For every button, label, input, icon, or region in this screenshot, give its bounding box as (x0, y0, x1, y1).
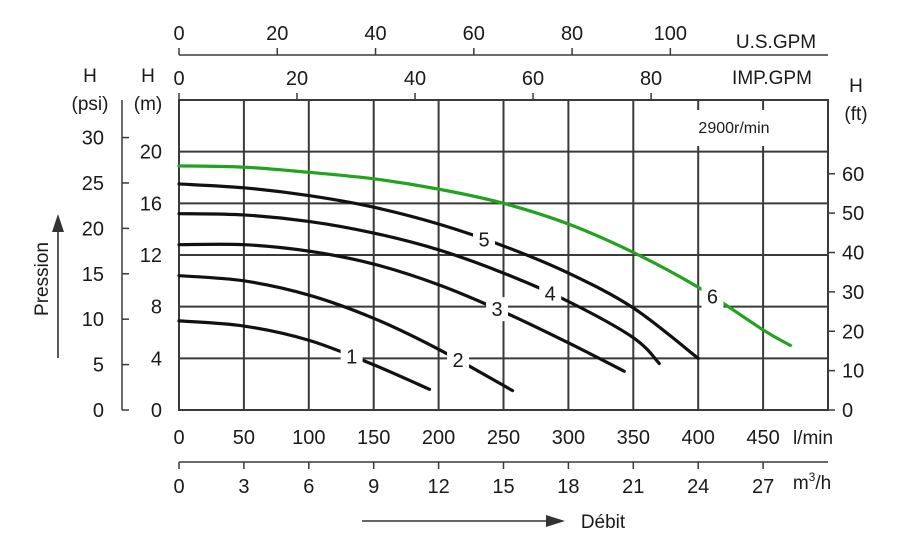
speed-label: 2900r/min (698, 120, 769, 137)
curve-3-label-bg (486, 297, 509, 322)
psi-axis-title-bottom: (psi) (72, 94, 109, 115)
x-m3h-tick-label: 0 (173, 476, 184, 498)
x-lmin-tick-label: 300 (552, 427, 585, 449)
x-impgpm-tick-label: 0 (173, 68, 184, 90)
x-lmin-tick-label: 250 (487, 427, 520, 449)
y-psi-tick-label: 5 (93, 355, 104, 377)
m-axis-title-top: H (141, 66, 155, 87)
curve-series-layer: 1 2 3 4 5 6 (177, 164, 792, 393)
y-psi-tick-label: 15 (82, 264, 104, 286)
pression-indicator: Pression (32, 214, 64, 358)
lmin-axis-unit: l/min (793, 428, 833, 449)
x-lmin-tick-label: 150 (357, 427, 390, 449)
debit-indicator: Débit (362, 512, 626, 533)
impgpm-axis-unit: IMP.GPM (732, 68, 812, 89)
curve-6-label: 6 (707, 287, 718, 309)
y-m-tick-label: 20 (140, 142, 162, 164)
ft-axis-title-bottom: (ft) (844, 104, 867, 125)
x-m3h-tick-label: 12 (427, 476, 449, 498)
y-m-tick-label: 8 (151, 297, 162, 319)
x-usgpm-tick-label: 20 (266, 23, 288, 45)
x-usgpm-tick-label: 80 (561, 23, 583, 45)
m3h-axis-unit: m3/h (793, 470, 831, 494)
usgpm-axis-unit: U.S.GPM (736, 32, 816, 53)
curve-1-label: 1 (346, 346, 357, 368)
chart-grid (178, 99, 829, 411)
x-usgpm-tick-label: 100 (654, 23, 687, 45)
m3h-unit-base: m (793, 473, 809, 494)
curve-3 (177, 242, 626, 373)
curve-5-label-bg (473, 227, 496, 252)
y-ft-tick-label: 40 (842, 243, 864, 265)
y-ft-tick-label: 0 (842, 400, 853, 422)
x-lmin-tick-label: 200 (422, 427, 455, 449)
x-lmin-tick-label: 350 (617, 427, 650, 449)
speed-box: 2900r/min (665, 110, 825, 146)
y-psi-tick-label: 20 (82, 218, 104, 240)
x-lmin-tick-label: 450 (746, 427, 779, 449)
x-m3h-tick-label: 3 (238, 476, 249, 498)
speed-box-background (665, 110, 825, 146)
curve-1-label-bg (340, 344, 363, 369)
y-ft-tick-label: 10 (842, 361, 864, 383)
ft-axis-title-top: H (849, 76, 863, 97)
x-m3h-tick-label: 9 (368, 476, 379, 498)
x-usgpm-tick-label: 40 (364, 23, 386, 45)
m3h-unit-sup: 3 (809, 470, 816, 484)
x-m3h-tick-label: 27 (752, 476, 774, 498)
y-psi-tick-label: 10 (82, 309, 104, 331)
x-lmin-tick-label: 0 (173, 427, 184, 449)
x-usgpm-tick-label: 60 (463, 23, 485, 45)
y-ft-tick-label: 50 (842, 203, 864, 225)
x-impgpm-tick-label: 80 (640, 68, 662, 90)
curve-2-label: 2 (453, 350, 464, 372)
curve-5 (177, 182, 700, 360)
x-lmin-tick-label: 100 (292, 427, 325, 449)
x-m3h-tick-label: 24 (687, 476, 709, 498)
x-lmin-tick-label: 50 (233, 427, 255, 449)
pression-label: Pression (32, 242, 53, 316)
x-impgpm-tick-label: 40 (404, 68, 426, 90)
x-m3h-tick-label: 18 (557, 476, 579, 498)
y-psi-tick-label: 0 (93, 400, 104, 422)
x-usgpm-tick-label: 0 (173, 23, 184, 45)
x-m3h-tick-label: 6 (303, 476, 314, 498)
curve-1 (177, 319, 432, 391)
y-m-tick-label: 16 (140, 193, 162, 215)
x-impgpm-tick-label: 20 (286, 68, 308, 90)
y-ft-tick-label: 20 (842, 321, 864, 343)
debit-label: Débit (581, 512, 626, 533)
debit-arrow-head (546, 515, 565, 527)
pression-arrow-head (52, 214, 64, 232)
x-impgpm-tick-label: 60 (522, 68, 544, 90)
x-m3h-tick-label: 21 (622, 476, 644, 498)
curve-5-label: 5 (478, 229, 489, 251)
y-psi-tick-label: 25 (82, 173, 104, 195)
y-psi-tick-label: 30 (82, 128, 104, 150)
curve-4-label-bg (539, 281, 562, 306)
y-m-tick-label: 4 (151, 348, 162, 370)
m-axis-title-bottom: (m) (134, 94, 162, 115)
curve-6-label-bg (701, 284, 724, 309)
psi-axis-title-top: H (83, 66, 97, 87)
curve-3-label: 3 (491, 299, 502, 321)
curve-4 (177, 212, 661, 366)
y-m-tick-label: 0 (151, 400, 162, 422)
x-m3h-tick-label: 15 (492, 476, 514, 498)
curve-4-label: 4 (545, 284, 556, 306)
y-ft-tick-label: 60 (842, 164, 864, 186)
curve-2-label-bg (447, 348, 470, 373)
x-lmin-tick-label: 400 (682, 427, 715, 449)
m3h-unit-tail: /h (815, 473, 831, 494)
y-m-tick-label: 12 (140, 245, 162, 267)
y-ft-tick-label: 30 (842, 282, 864, 304)
